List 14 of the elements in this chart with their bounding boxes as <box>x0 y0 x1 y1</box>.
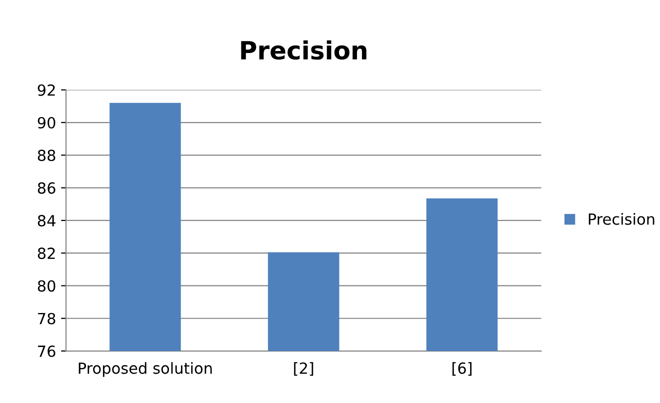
x-tick-label: [6] <box>452 362 472 376</box>
y-tick-label: 86 <box>38 182 56 194</box>
y-tick-label: 90 <box>38 116 56 129</box>
y-tick-label: 92 <box>38 84 55 96</box>
y-tick-label: 78 <box>38 312 56 324</box>
x-tick-label: Proposed solution <box>78 362 212 377</box>
y-tick-label: 84 <box>38 214 56 226</box>
y-tick-label: 82 <box>38 248 55 260</box>
y-tick-label: 80 <box>38 280 56 292</box>
legend-label: Precision <box>588 213 654 225</box>
y-tick-label: 88 <box>38 150 56 162</box>
y-tick-label: 76 <box>38 345 56 358</box>
chart-title: Precision <box>241 40 366 60</box>
x-tick-label: [2] <box>294 362 314 376</box>
